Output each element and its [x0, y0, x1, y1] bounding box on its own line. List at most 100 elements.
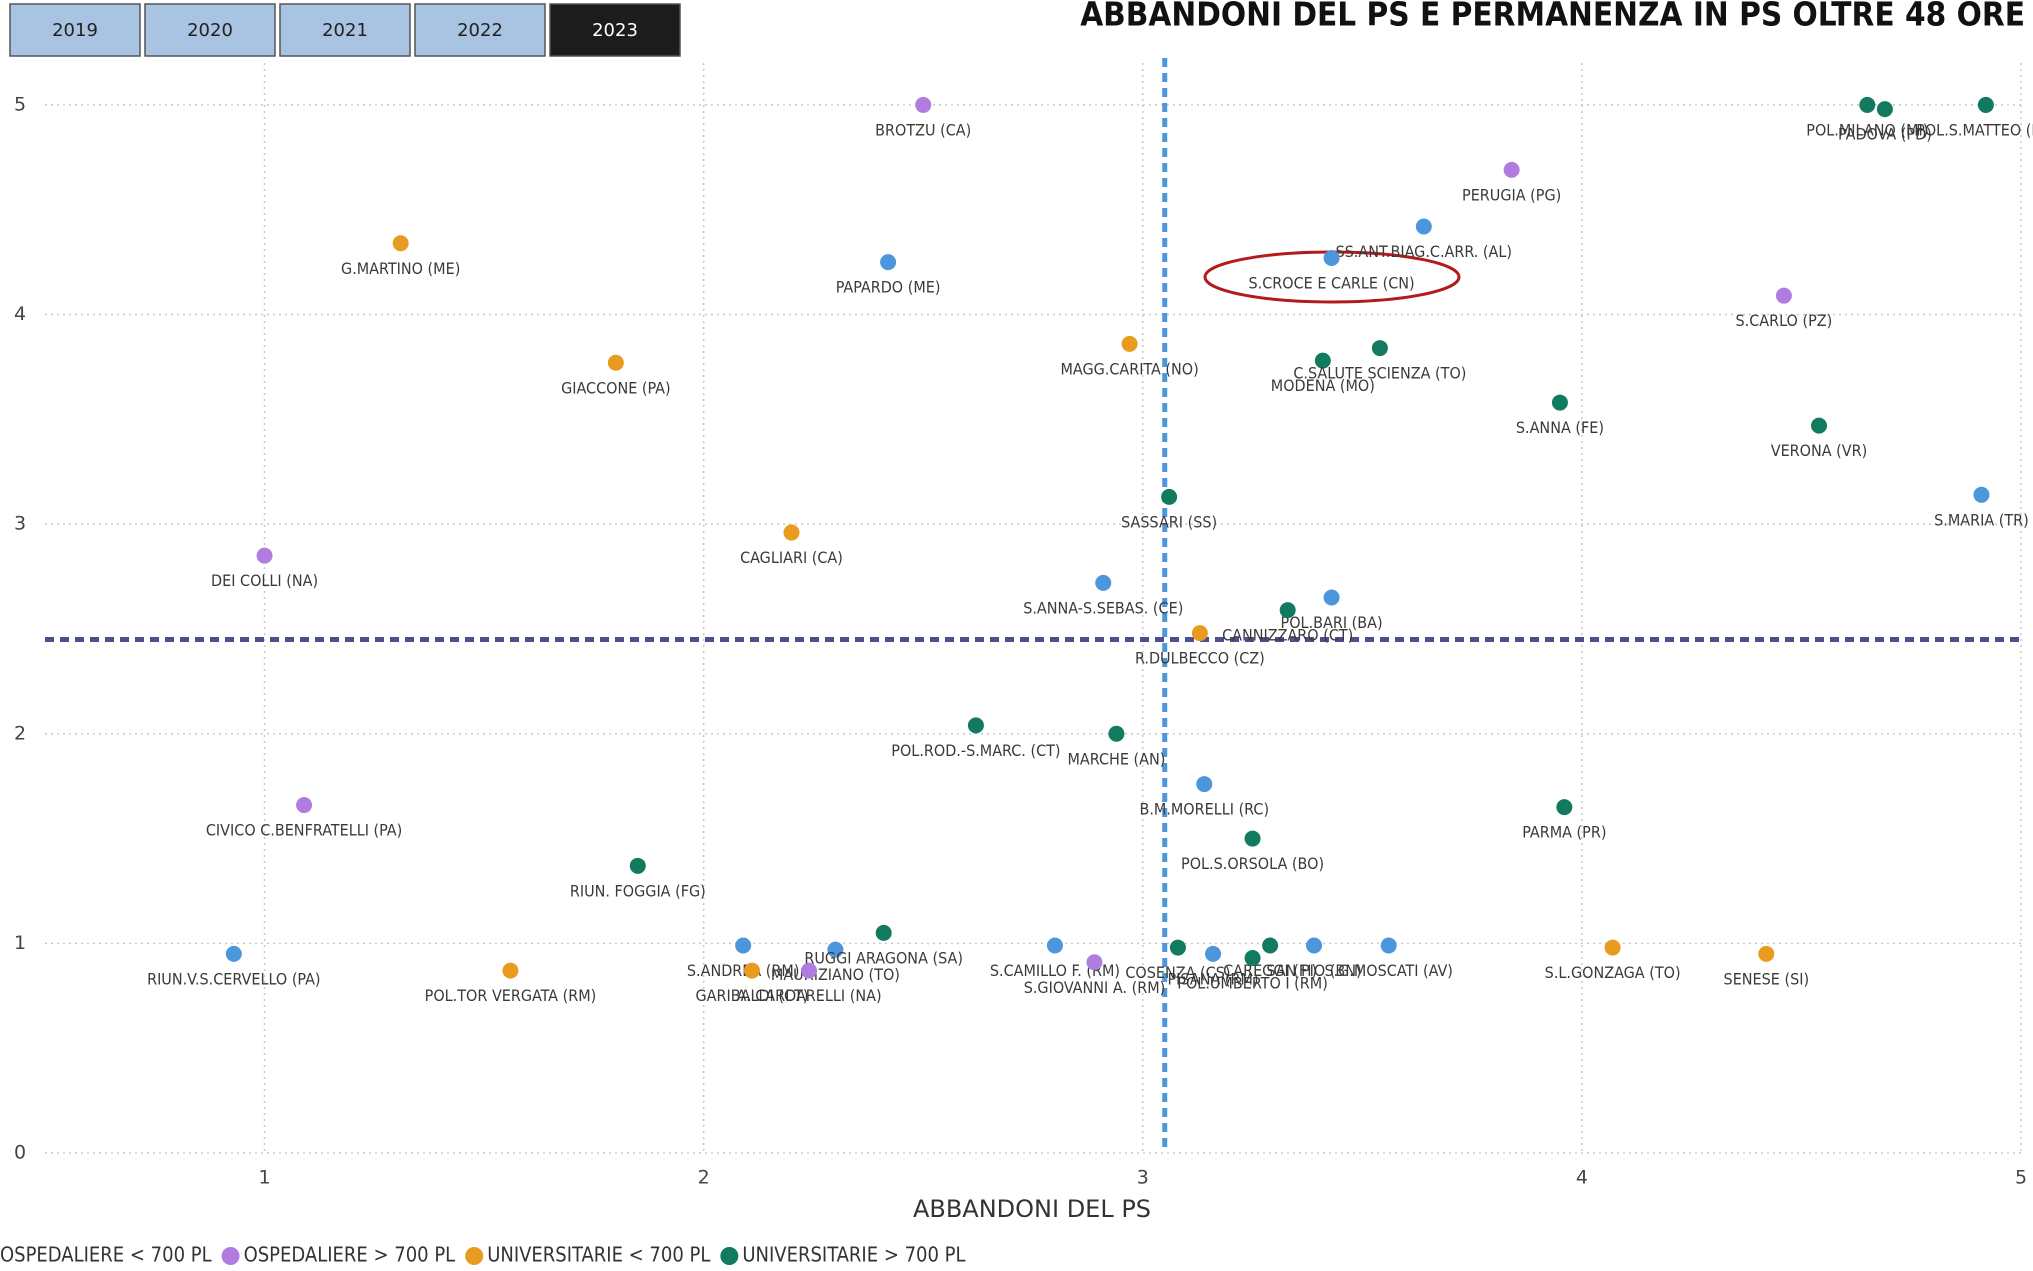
point-label: S.CARLO (PZ)	[1736, 311, 1833, 330]
legend-label: OSPEDALIERE > 700 PL	[244, 1243, 456, 1267]
point-label: SS.ANT.BIAG.C.ARR. (AL)	[1336, 242, 1512, 261]
point-label: S.L.GONZAGA (TO)	[1545, 963, 1681, 982]
button-bg[interactable]	[9, 3, 141, 57]
legend-marker	[720, 1247, 739, 1265]
point-label: S.ANNA-S.SEBAS. (CE)	[1023, 598, 1183, 617]
x-tick-label: 5	[2015, 1167, 2027, 1189]
button-label[interactable]: 2023	[592, 20, 638, 41]
x-tick-label: 2	[698, 1167, 710, 1189]
point-label: PADOVA (PD)	[1838, 125, 1932, 144]
point-label: POL.S.MATTEO (PV)	[1916, 120, 2033, 139]
button-label[interactable]: 2022	[457, 20, 503, 41]
point-label: R.DULBECCO (CZ)	[1135, 649, 1265, 668]
point	[1775, 287, 1792, 304]
point	[1046, 937, 1063, 954]
legend-label: OSPEDALIERE < 700 PL	[0, 1243, 212, 1267]
point-label: MAURIZIANO (TO)	[771, 965, 900, 984]
point	[1977, 96, 1994, 113]
point	[915, 96, 932, 113]
point	[1191, 625, 1208, 642]
point-label: GARIBALDI (CT)	[695, 986, 808, 1005]
point	[502, 962, 519, 979]
point-label: A. CARDARELLI (NA)	[737, 986, 882, 1005]
point-label: RIUN.V.S.CERVELLO (PA)	[147, 969, 320, 988]
point	[1323, 589, 1340, 606]
point	[1604, 939, 1621, 956]
point	[875, 924, 892, 941]
point	[801, 962, 818, 979]
point	[1262, 937, 1279, 954]
point-label: S.CROCE E CARLE (CN)	[1249, 273, 1415, 292]
chart-title: ABBANDONI DEL PS E PERMANENZA IN PS OLTR…	[1080, 0, 2025, 34]
point	[783, 524, 800, 541]
point-label: C.SALUTE SCIENZA (TO)	[1293, 364, 1466, 383]
point	[1758, 945, 1775, 962]
button-bg[interactable]	[414, 3, 546, 57]
point	[1161, 488, 1178, 505]
button-label[interactable]: 2020	[187, 20, 233, 41]
legend: OSPEDALIERE < 700 PL OSPEDALIERE > 700 PL…	[0, 1243, 966, 1267]
x-tick-label: 3	[1137, 1167, 1149, 1189]
point-label: SENESE (SI)	[1724, 969, 1810, 988]
legend-marker	[221, 1247, 240, 1265]
point-label: CANNIZZARO (CT)	[1222, 626, 1353, 645]
year-button[interactable]: 2019	[9, 3, 141, 57]
legend-label: UNIVERSITARIE < 700 PL	[487, 1243, 710, 1267]
point	[1415, 218, 1432, 235]
button-bg[interactable]	[279, 3, 411, 57]
point	[1244, 950, 1261, 967]
point	[1503, 161, 1520, 178]
y-tick-label: 0	[14, 1142, 26, 1164]
point-label: PARMA (PR)	[1522, 823, 1606, 842]
point-label: MARCHE (AN)	[1068, 749, 1166, 768]
button-bg[interactable]	[549, 3, 681, 57]
point	[827, 941, 844, 958]
button-bg[interactable]	[144, 3, 276, 57]
point	[1371, 340, 1388, 357]
point	[1086, 954, 1103, 971]
x-tick-label: 1	[259, 1167, 271, 1189]
point-label: S.G.MOSCATI (AV)	[1324, 961, 1452, 980]
point	[1279, 602, 1296, 619]
point	[1551, 394, 1568, 411]
year-button[interactable]: 2020	[144, 3, 276, 57]
point-label: DEI COLLI (NA)	[211, 571, 318, 590]
point	[1205, 945, 1222, 962]
point-label: MODENA (MO)	[1271, 376, 1375, 395]
point	[1973, 486, 1990, 503]
points: PAPARDO (ME) SS.ANT.BIAG.C.ARR. (AL) S.CRO…	[147, 96, 2033, 1005]
point	[1169, 939, 1186, 956]
point-label: PERUGIA (PG)	[1462, 185, 1561, 204]
point-label: VERONA (VR)	[1771, 441, 1868, 460]
point	[629, 857, 646, 874]
x-axis-title: ABBANDONI DEL PS	[913, 1195, 1151, 1223]
point	[225, 945, 242, 962]
year-button[interactable]: 2022	[414, 3, 546, 57]
point	[1811, 417, 1828, 434]
point-label: S.ANNA (FE)	[1516, 418, 1604, 437]
point	[743, 962, 760, 979]
year-slicer: 2019 2020 2021 2022 2023	[9, 3, 681, 57]
button-label[interactable]: 2019	[52, 20, 98, 41]
button-label[interactable]: 2021	[322, 20, 368, 41]
point-label: CAGLIARI (CA)	[740, 548, 843, 567]
point-label: POL.S.ORSOLA (BO)	[1181, 854, 1324, 873]
point-label: RUGGI ARAGONA (SA)	[804, 948, 963, 967]
year-button[interactable]: 2021	[279, 3, 411, 57]
point	[1380, 937, 1397, 954]
point	[1196, 776, 1213, 793]
y-tick-label: 3	[14, 513, 26, 535]
point	[1244, 830, 1261, 847]
point-label: POL.TOR VERGATA (RM)	[425, 986, 597, 1005]
y-tick-label: 1	[14, 932, 26, 954]
point-label: G.MARTINO (ME)	[341, 259, 460, 278]
point	[1306, 937, 1323, 954]
year-button[interactable]: 2023	[549, 3, 681, 57]
point	[1121, 335, 1138, 352]
point	[880, 254, 897, 271]
point-label: S.GIOVANNI A. (RM)	[1024, 978, 1166, 997]
point	[1314, 352, 1331, 369]
point-label: BROTZU (CA)	[875, 120, 971, 139]
point	[1095, 574, 1112, 591]
point	[1108, 725, 1125, 742]
